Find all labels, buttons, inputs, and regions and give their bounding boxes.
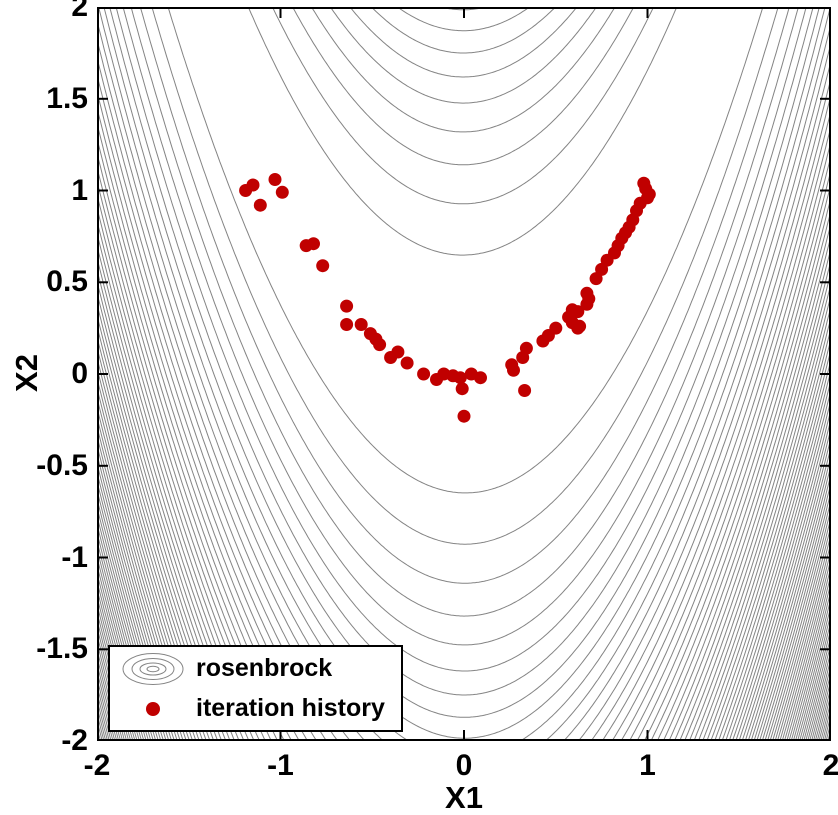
- y-tick-label: 1.5: [46, 81, 88, 115]
- legend-label-iteration-history: iteration history: [196, 694, 385, 722]
- y-tick-label: 0: [71, 357, 88, 390]
- x-tick-label: -2: [83, 749, 111, 782]
- y-tick-label: -0.5: [36, 448, 88, 482]
- x-tick-label: 1: [639, 749, 656, 782]
- y-tick-label: -1: [61, 540, 88, 574]
- x-tick-label: -1: [267, 749, 294, 782]
- axis-box: [97, 7, 831, 741]
- y-tick-label: 2: [71, 0, 88, 23]
- x-tick-label: 2: [822, 749, 838, 782]
- x-tick-label: 0: [455, 749, 473, 782]
- x-axis-title: X1: [445, 780, 483, 815]
- legend-row-iteration-history: iteration history: [110, 689, 401, 729]
- iteration-history-points: [239, 173, 656, 423]
- red-dot-icon: [110, 700, 196, 718]
- y-tick-label: 1: [71, 173, 88, 207]
- plot-area: [97, 7, 831, 741]
- legend-row-rosenbrock: rosenbrock: [110, 649, 401, 689]
- legend-label-rosenbrock: rosenbrock: [196, 654, 333, 682]
- legend: rosenbrock iteration history: [108, 645, 403, 732]
- y-tick-label: -2: [61, 724, 88, 757]
- y-tick-label: -1.5: [36, 632, 88, 666]
- contour-ellipses-icon: [110, 652, 196, 686]
- y-tick-label: 0.5: [46, 265, 88, 299]
